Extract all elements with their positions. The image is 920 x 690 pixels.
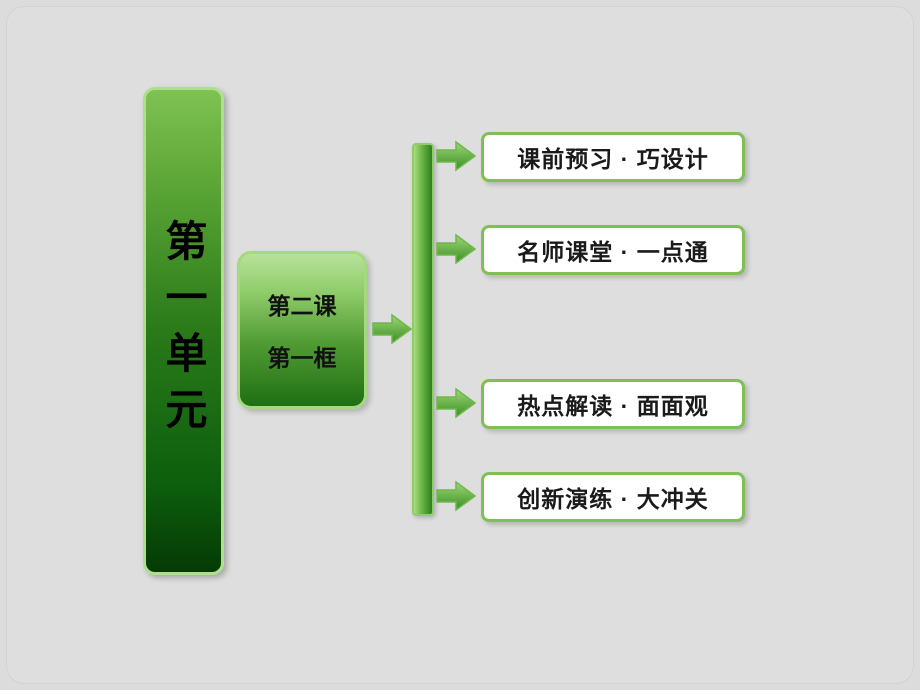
leaf-label: 创新演练 · 大冲关 <box>517 480 708 514</box>
leaf-label: 热点解读 · 面面观 <box>517 387 708 421</box>
unit-label: 第一单元 <box>153 219 214 443</box>
lesson-line1: 第二课 <box>268 287 337 321</box>
arrow-branch-2 <box>436 387 476 419</box>
leaf-3: 创新演练 · 大冲关 <box>481 472 745 522</box>
lesson-line2: 第一框 <box>268 339 337 373</box>
unit-box: 第一单元 <box>143 87 224 575</box>
diagram-canvas: 第一单元 第二课 第一框 <box>6 6 914 684</box>
leaf-2: 热点解读 · 面面观 <box>481 379 745 429</box>
connector-bar <box>412 143 434 516</box>
leaf-label: 课前预习 · 巧设计 <box>517 140 708 174</box>
leaf-1: 名师课堂 · 一点通 <box>481 225 745 275</box>
leaf-label: 名师课堂 · 一点通 <box>517 233 708 267</box>
leaf-0: 课前预习 · 巧设计 <box>481 132 745 182</box>
arrow-main <box>372 313 412 345</box>
arrow-branch-1 <box>436 233 476 265</box>
arrow-branch-0 <box>436 140 476 172</box>
lesson-box: 第二课 第一框 <box>237 251 367 409</box>
arrow-branch-3 <box>436 480 476 512</box>
